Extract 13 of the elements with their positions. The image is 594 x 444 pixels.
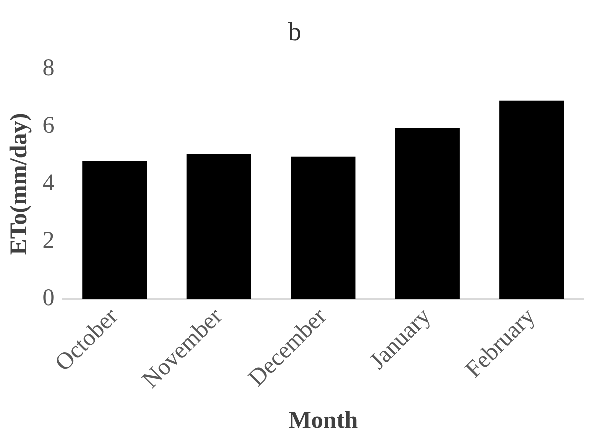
chart-title: b	[288, 17, 302, 46]
bar	[500, 100, 564, 300]
bar	[291, 156, 356, 300]
bar	[82, 161, 148, 300]
y-tick-label: 6	[42, 113, 55, 139]
bar	[186, 154, 252, 300]
y-tick-label: 2	[42, 228, 55, 254]
x-axis-title: Month	[288, 408, 358, 434]
y-axis-title: ETo(mm/day)	[6, 113, 33, 256]
y-tick-label: 4	[42, 170, 55, 196]
y-tick-label: 0	[42, 286, 55, 312]
bar	[395, 128, 460, 300]
y-tick-label: 8	[42, 55, 55, 82]
